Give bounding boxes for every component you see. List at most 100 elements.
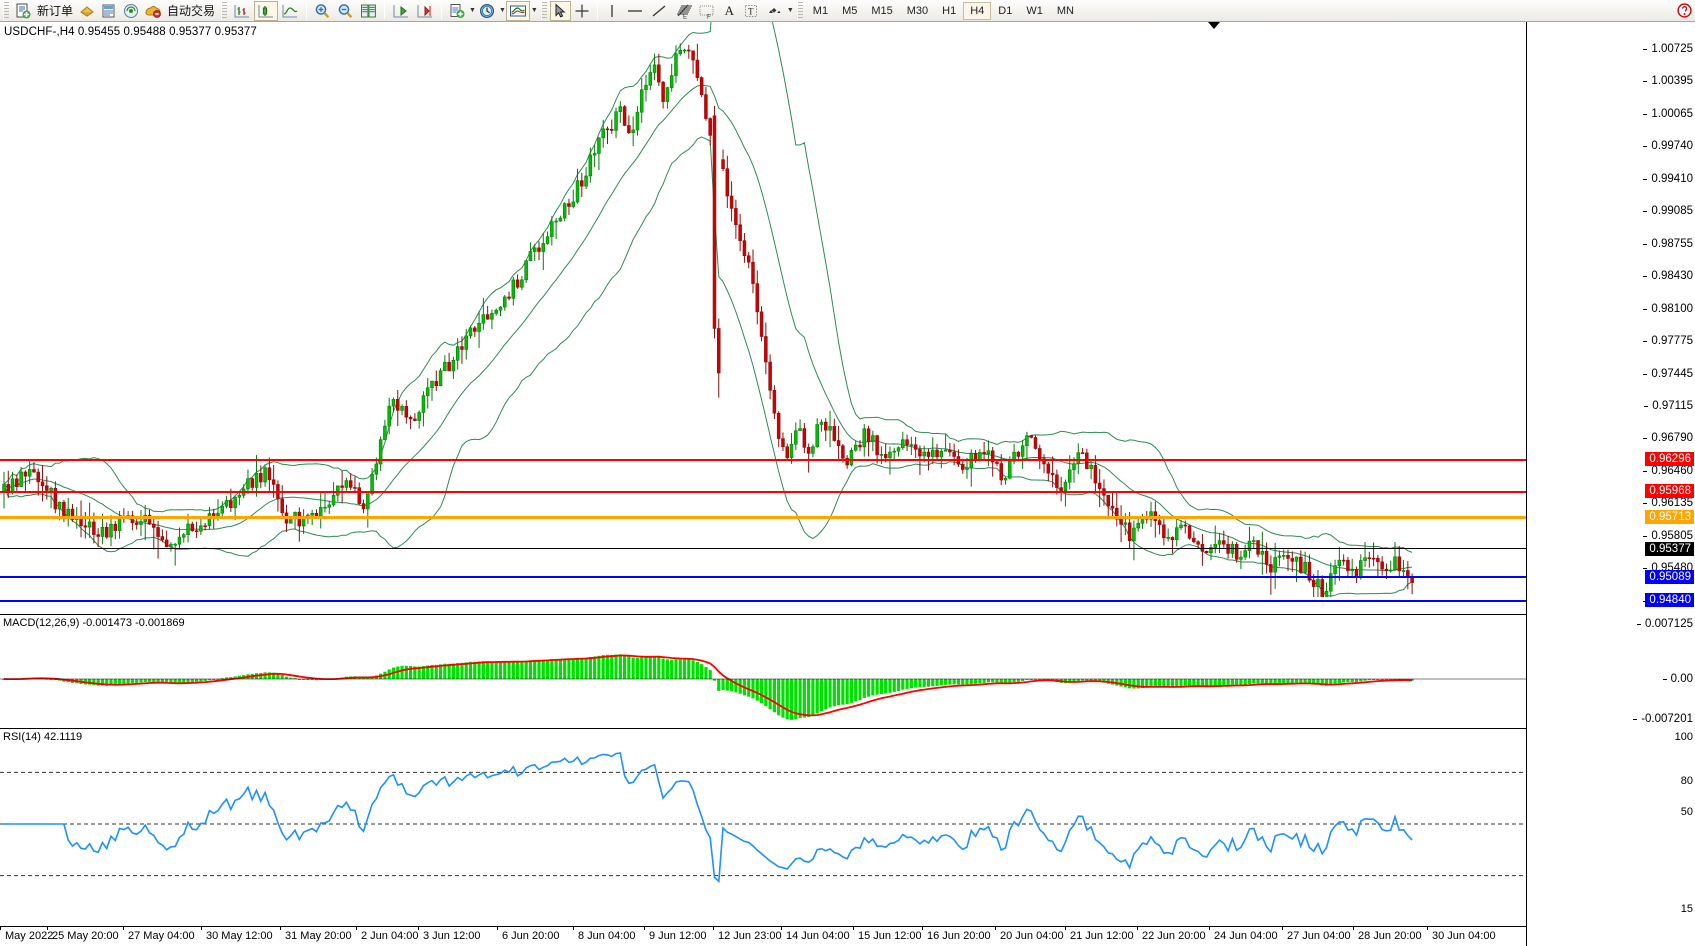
toolbar-grip-3[interactable] <box>540 1 547 20</box>
candlestick <box>383 425 387 440</box>
support-2-tag[interactable]: 0.94840 <box>1645 593 1694 607</box>
candlestick <box>571 201 575 207</box>
candlestick <box>32 469 36 473</box>
resistance-level-1-line[interactable] <box>0 459 1526 461</box>
expert-advisor-icon[interactable] <box>76 1 98 21</box>
period-dropdown-arrow[interactable]: ▼ <box>498 7 506 14</box>
new-order-icon[interactable] <box>12 1 34 21</box>
macd-histogram-bar <box>1187 679 1192 686</box>
resistance-level-2-line[interactable] <box>0 491 1526 493</box>
candlestick <box>498 306 503 311</box>
candlestick <box>468 327 473 337</box>
timeframe-button-h4[interactable]: H4 <box>963 1 992 20</box>
zoom-in-icon[interactable] <box>311 1 334 21</box>
macd-histogram-bar <box>486 661 490 679</box>
macd-histogram-bar <box>199 679 203 682</box>
zoom-out-icon[interactable] <box>334 1 357 21</box>
time-tick-label: 3 Jun 12:00 <box>418 926 481 942</box>
support-level-1-line[interactable] <box>0 576 1526 578</box>
candlestick-chart-icon[interactable] <box>254 0 279 21</box>
autoscroll-icon[interactable] <box>389 1 413 21</box>
market-watch-icon[interactable] <box>142 1 164 21</box>
macd-histogram-bar <box>1350 679 1354 682</box>
candlestick <box>23 471 28 477</box>
shapes-dropdown-arrow[interactable]: ▼ <box>786 7 794 14</box>
macd-histogram-bar <box>443 663 447 679</box>
pivot-level-line[interactable] <box>0 516 1526 519</box>
timeframe-button-m15[interactable]: M15 <box>871 4 893 17</box>
crosshair-icon[interactable] <box>571 1 593 21</box>
horizontal-line-icon[interactable] <box>623 1 647 21</box>
cursor-icon[interactable] <box>549 0 571 21</box>
macd-histogram-bar <box>734 679 738 693</box>
timeframe-button-mn[interactable]: MN <box>1056 4 1074 17</box>
signals-icon[interactable] <box>120 1 142 21</box>
macd-histogram-bar <box>524 660 528 679</box>
current-price-line[interactable] <box>0 548 1526 549</box>
timeframe-button-m5[interactable]: M5 <box>842 4 858 17</box>
price-axis[interactable]: 1.00725 1.00395 1.00065 0.99740 0.99410 0.990… <box>1528 22 1695 946</box>
candlestick <box>357 487 361 504</box>
toolbar-grip[interactable] <box>3 1 9 20</box>
toolbar-grip-2[interactable] <box>221 1 228 20</box>
text-icon[interactable]: A <box>724 2 735 18</box>
candlestick <box>310 512 314 516</box>
add-indicator-dropdown-arrow[interactable]: ▼ <box>469 7 476 14</box>
trendline-icon[interactable] <box>647 1 671 21</box>
macd-histogram-bar <box>220 678 224 680</box>
resistance-2-tag[interactable]: 0.95968 <box>1645 484 1694 498</box>
chart-plot[interactable]: USDCHF-,H4 0.95455 0.95488 0.95377 0.953… <box>0 22 1527 946</box>
candlestick <box>1264 550 1269 565</box>
templates-icon[interactable] <box>505 0 530 21</box>
timeframe-button-m30[interactable]: M30 <box>906 4 929 17</box>
help-icon[interactable] <box>1674 1 1695 21</box>
data-window-icon[interactable] <box>98 1 120 21</box>
vertical-line-icon[interactable] <box>602 1 623 21</box>
timeframe-button-d1[interactable]: D1 <box>998 4 1013 17</box>
support-1-tag[interactable]: 0.95089 <box>1645 570 1694 584</box>
candlestick <box>1239 556 1243 560</box>
time-axis[interactable]: May 2022 25 May 20:00 27 May 04:00 30 May 1… <box>0 926 1526 946</box>
auto-trading-label[interactable]: 自动交易 <box>167 4 216 18</box>
timeframe-button-w1[interactable]: W1 <box>1026 4 1043 17</box>
bar-chart-icon[interactable] <box>230 1 254 21</box>
grid-icon[interactable] <box>357 1 380 21</box>
chart-area[interactable]: USDCHF-,H4 0.95455 0.95488 0.95377 0.953… <box>0 22 1695 946</box>
add-indicator-icon[interactable] <box>446 1 468 21</box>
candlestick <box>537 247 541 252</box>
timeframe-button-h1[interactable]: H1 <box>942 4 957 17</box>
candlestick <box>759 311 764 337</box>
macd-histogram-bar <box>417 666 421 679</box>
macd-histogram-bar <box>1294 679 1299 683</box>
time-tick-label: 30 Jun 04:00 <box>1427 926 1496 942</box>
pivot-tag[interactable]: 0.95713 <box>1645 510 1694 524</box>
macd-histogram-bar <box>781 679 785 718</box>
fibonacci-icon[interactable]: E <box>671 1 695 21</box>
candlestick <box>1281 555 1286 557</box>
shapes-icon[interactable] <box>762 1 786 21</box>
toolbar-separator-4 <box>596 2 598 19</box>
equidistant-channel-icon[interactable]: F <box>695 1 719 21</box>
time-tick-label: 28 Jun 20:00 <box>1353 926 1422 942</box>
timeframe-button-m1[interactable]: M1 <box>812 4 829 17</box>
new-order-label[interactable]: 新订单 <box>37 4 74 18</box>
period-icon[interactable] <box>476 1 498 21</box>
macd-histogram-bar <box>1342 679 1346 683</box>
toolbar-grip-4[interactable] <box>796 1 803 20</box>
support-level-2-line[interactable] <box>0 600 1526 602</box>
macd-histogram-bar <box>973 679 978 684</box>
macd-histogram-bar <box>1076 679 1080 682</box>
text-label-icon[interactable]: T <box>740 1 762 21</box>
macd-histogram-bar <box>1247 679 1252 685</box>
line-chart-icon[interactable] <box>278 1 302 21</box>
macd-histogram-bar <box>755 679 759 701</box>
candlestick <box>811 446 815 454</box>
resistance-1-tag[interactable]: 0.96296 <box>1645 452 1694 466</box>
templates-dropdown-arrow[interactable]: ▼ <box>530 7 538 14</box>
candlestick <box>605 128 610 131</box>
candlestick <box>789 443 794 458</box>
time-tick-label: 27 May 04:00 <box>123 926 195 942</box>
macd-histogram-bar <box>1226 679 1230 686</box>
chart-shift-icon[interactable] <box>413 1 437 21</box>
last-price-tag[interactable]: 0.95377 <box>1645 542 1694 556</box>
